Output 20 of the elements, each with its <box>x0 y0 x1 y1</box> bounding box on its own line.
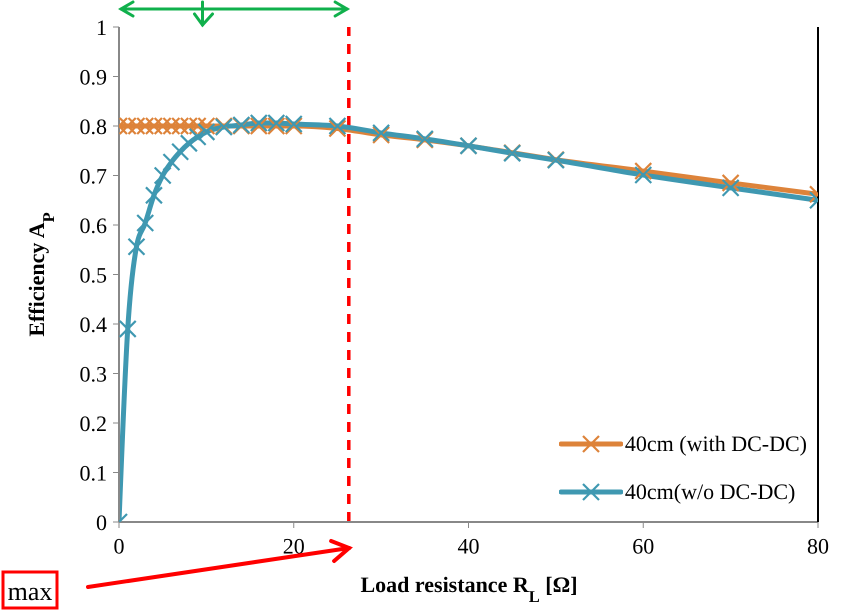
x-tick-label: 80 <box>807 534 829 559</box>
x-tick-label: 60 <box>632 534 654 559</box>
legend-label: 40cm (with DC-DC) <box>624 431 807 457</box>
x-tick-label: 40 <box>458 534 480 559</box>
y-tick-label: 0.8 <box>80 114 107 139</box>
x-tick-label: 0 <box>114 534 124 559</box>
y-tick-label: 0.1 <box>80 460 107 486</box>
y-tick-label: 0.9 <box>80 64 107 90</box>
x-axis-title: Load resistance R$_{L}$ [Ω] <box>360 572 578 606</box>
y-tick-label: 0 <box>96 510 107 535</box>
text: max <box>8 577 52 606</box>
y-tick-label: 1 <box>96 14 107 40</box>
y-tick-label: 0.2 <box>80 410 107 436</box>
y-tick-label: 0.5 <box>80 262 107 288</box>
legend-label: 40cm(w/o DC-DC) <box>624 479 796 505</box>
y-tick-label: 0.7 <box>80 163 107 188</box>
y-tick-label: 0.4 <box>80 312 107 337</box>
y-tick-label: 0.3 <box>80 361 107 386</box>
y-tick-label: 0.6 <box>80 212 107 238</box>
x-tick-label: 20 <box>282 534 305 559</box>
